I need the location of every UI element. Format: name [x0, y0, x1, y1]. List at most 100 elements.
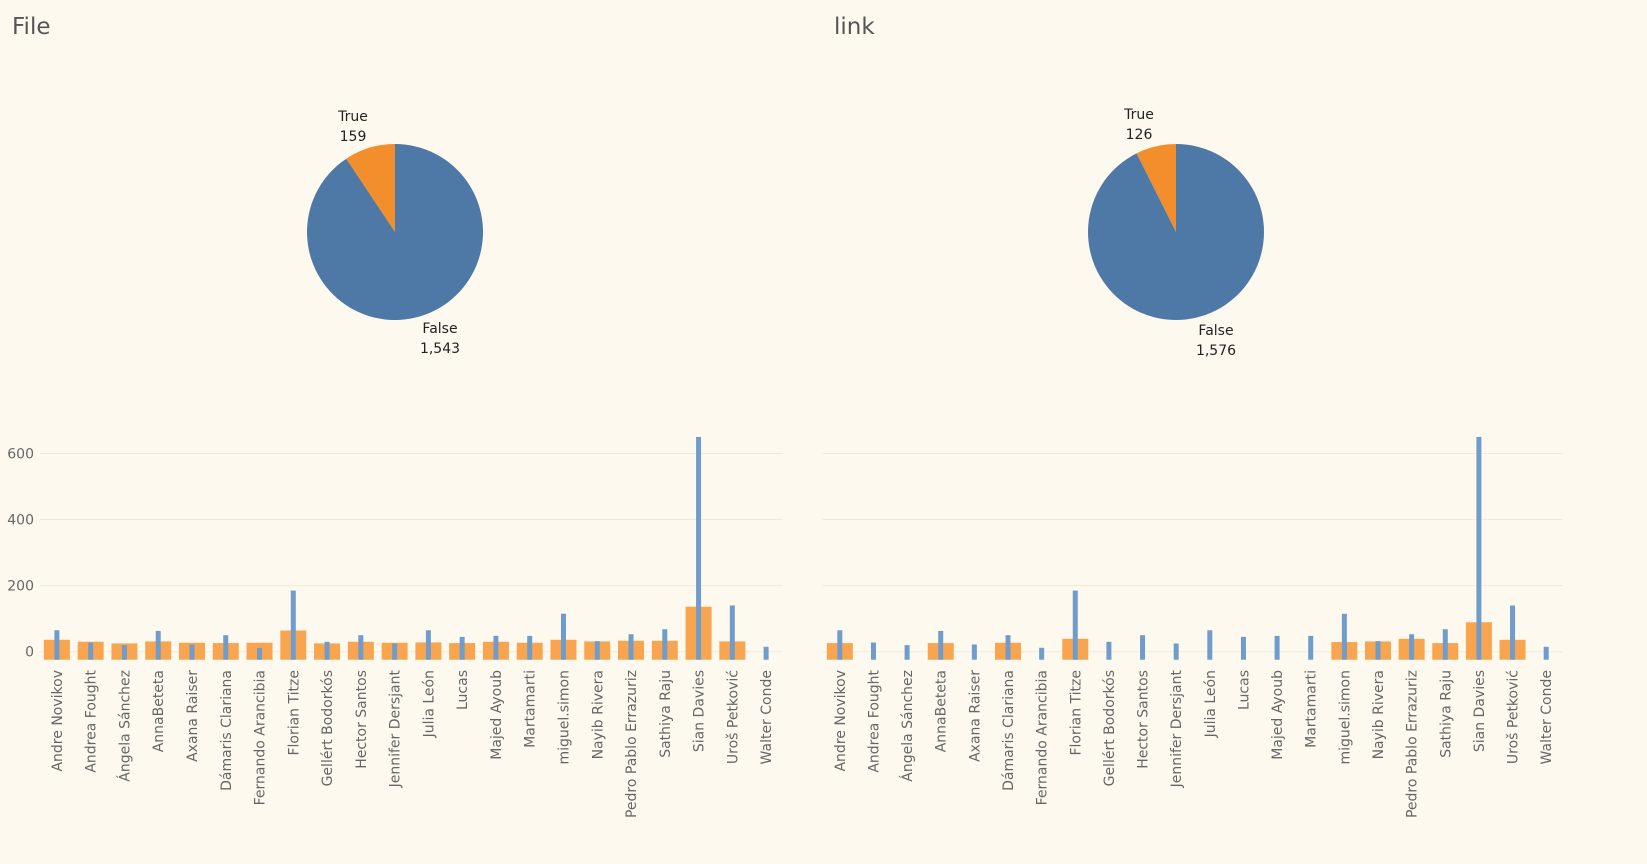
bar-blue — [971, 644, 977, 660]
bar-blue — [1375, 641, 1381, 660]
category-label: Uroš Petković — [1506, 670, 1522, 764]
bar-blue — [1543, 646, 1549, 660]
bar-blue — [560, 613, 566, 660]
pie-label-true: True — [1123, 107, 1154, 123]
category-label: AnnaBeteta — [934, 670, 950, 752]
category-label: Sathiya Raju — [1438, 670, 1454, 758]
bar-blue — [1173, 643, 1179, 660]
bar-blue — [1476, 436, 1482, 660]
pie-value-true: 126 — [1126, 127, 1153, 143]
category-label: Andrea Fought — [84, 669, 100, 772]
category-label: Dámaris Clariana — [1001, 670, 1017, 791]
pie-slice-true — [1136, 144, 1176, 232]
pie-label-true: True — [337, 109, 368, 125]
bar-blue — [425, 630, 431, 660]
category-label: Fernando Arancibia — [1035, 670, 1051, 805]
panel-title: link — [834, 14, 875, 40]
y-tick-label: 400 — [7, 513, 34, 529]
category-label: Lucas — [455, 670, 471, 710]
bar-blue — [257, 647, 263, 660]
category-label: Andre Novikov — [50, 670, 66, 772]
bar-blue — [938, 630, 944, 660]
category-label: Walter Conde — [759, 670, 775, 764]
bar-blue — [594, 641, 600, 660]
bar-blue — [358, 635, 364, 660]
category-label: Martamarti — [1304, 670, 1320, 748]
bar-blue — [121, 645, 127, 660]
category-label: Sathiya Raju — [658, 670, 674, 758]
bar-blue — [1510, 605, 1516, 660]
category-label: Gellért Bodorkós — [1102, 670, 1118, 786]
pie-chart: True 159 False 1,543 — [307, 109, 484, 357]
category-label: Lucas — [1236, 670, 1252, 710]
category-label: Majed Ayoub — [1270, 670, 1286, 760]
bar-chart: 0 200 400 600 Andre Novikov Andrea Fought Ánge… — [7, 436, 783, 818]
category-label: Ángela Sánchez — [899, 670, 916, 782]
bar-blue — [628, 634, 634, 660]
category-label: Dámaris Clariana — [219, 670, 235, 791]
bar-blue — [662, 629, 668, 660]
bar-blue — [1341, 613, 1347, 660]
pie-value-false: 1,543 — [420, 341, 460, 357]
category-label: Julia León — [1203, 670, 1219, 738]
category-label: Ángela Sánchez — [116, 670, 133, 782]
bar-blue — [459, 636, 465, 660]
bar-blue — [696, 436, 702, 660]
bar-blue — [729, 605, 735, 660]
pie-slice-false — [1088, 144, 1264, 320]
bar-blue — [189, 644, 195, 660]
bar-blue — [1140, 635, 1146, 660]
category-label: miguel.simon — [556, 670, 572, 765]
bar-blue — [1308, 635, 1314, 660]
category-label: Pedro Pablo Errazuriz — [624, 670, 640, 818]
category-label: Walter Conde — [1539, 670, 1555, 764]
category-label: Florian Titze — [286, 670, 302, 756]
y-tick-label: 0 — [25, 645, 34, 661]
category-label: AnnaBeteta — [151, 670, 167, 752]
pie-chart: True 126 False 1,576 — [1088, 107, 1264, 359]
category-label: Nayib Rivera — [590, 670, 606, 759]
category-label: Sian Davies — [1472, 670, 1488, 752]
category-label: Axana Raiser — [967, 670, 983, 762]
bar-blue — [392, 643, 398, 660]
category-label: Andrea Fought — [866, 669, 882, 772]
bar-blue — [223, 635, 229, 660]
file-charts: True 159 False 1,543 0 200 400 600 Andre Novikov… — [7, 109, 783, 818]
bar-blue — [763, 646, 769, 660]
category-label: Hector Santos — [1136, 670, 1152, 769]
y-tick-label: 200 — [7, 579, 34, 595]
bar-blue — [88, 642, 94, 660]
bar-blue — [155, 630, 161, 660]
bar-blue — [1039, 647, 1045, 660]
category-label: Axana Raiser — [185, 670, 201, 762]
category-label: Gellért Bodorkós — [320, 670, 336, 786]
pie-label-false: False — [422, 321, 457, 337]
category-label: Uroš Petković — [725, 670, 741, 764]
bar-blue — [870, 642, 876, 660]
bar-blue — [493, 635, 499, 660]
bar-blue — [1005, 635, 1011, 660]
category-label: Florian Titze — [1068, 670, 1084, 756]
category-label: Hector Santos — [354, 670, 370, 769]
category-label: Julia León — [421, 670, 437, 738]
pie-value-true: 159 — [340, 129, 367, 145]
pie-slice-true — [346, 144, 395, 232]
panel-title: File — [12, 14, 51, 40]
category-label: Jennifer Dersjant — [1169, 669, 1185, 788]
category-label: Fernando Arancibia — [253, 670, 269, 805]
bar-blue — [1442, 629, 1448, 660]
category-label: Sian Davies — [692, 670, 708, 752]
bar-blue — [1274, 635, 1280, 660]
category-label: Andre Novikov — [833, 670, 849, 772]
pie-label-false: False — [1198, 323, 1233, 339]
bar-blue — [290, 590, 296, 660]
bar-blue — [1409, 634, 1415, 660]
category-label: Nayib Rivera — [1371, 670, 1387, 759]
pie-slice-false — [307, 144, 484, 321]
bar-blue — [1207, 630, 1213, 660]
category-label: Majed Ayoub — [489, 670, 505, 760]
bar-blue — [527, 635, 533, 660]
bar-blue — [1072, 590, 1078, 660]
